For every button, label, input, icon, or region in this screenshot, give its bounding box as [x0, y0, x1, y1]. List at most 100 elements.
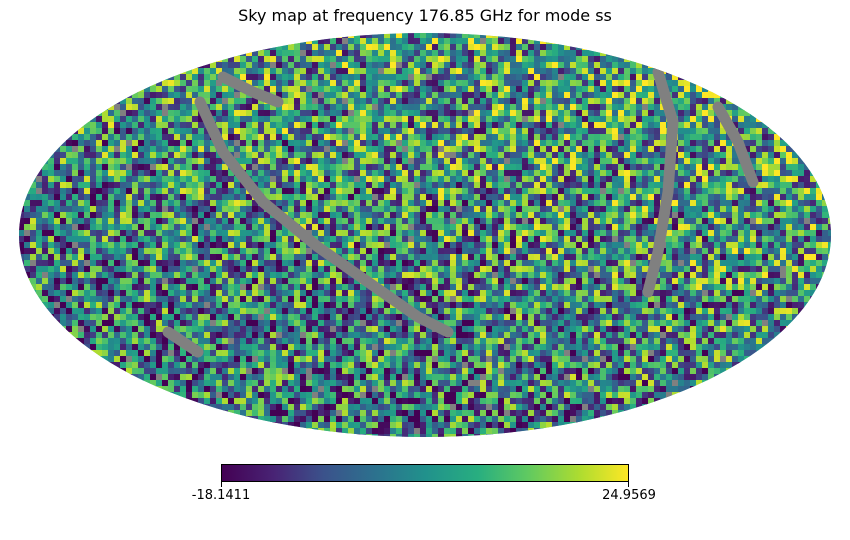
map-pixel	[306, 74, 313, 81]
map-pixel	[588, 98, 595, 105]
map-pixel	[150, 134, 157, 141]
map-pixel	[690, 74, 697, 81]
map-pixel	[654, 128, 661, 135]
map-pixel	[342, 272, 349, 279]
map-pixel	[474, 92, 481, 99]
map-pixel	[780, 146, 787, 153]
map-pixel	[426, 110, 433, 117]
map-pixel	[234, 248, 241, 255]
map-pixel	[714, 86, 721, 93]
map-pixel	[294, 122, 301, 129]
map-pixel	[504, 164, 511, 171]
map-pixel	[384, 158, 391, 165]
map-pixel	[456, 92, 463, 99]
map-pixel	[270, 218, 277, 225]
map-pixel	[492, 200, 499, 207]
map-pixel	[426, 122, 433, 129]
map-pixel	[120, 242, 127, 249]
map-pixel	[90, 116, 97, 123]
map-pixel	[192, 230, 199, 237]
map-pixel	[174, 92, 181, 99]
map-pixel	[462, 272, 469, 279]
map-pixel	[468, 98, 475, 105]
map-pixel	[594, 92, 601, 99]
map-pixel	[174, 242, 181, 249]
map-pixel	[696, 248, 703, 255]
map-pixel	[474, 272, 481, 279]
map-pixel	[342, 236, 349, 243]
map-pixel	[252, 98, 259, 105]
map-pixel	[288, 272, 295, 279]
map-pixel	[636, 248, 643, 255]
map-pixel	[222, 194, 229, 201]
map-pixel	[372, 206, 379, 213]
map-pixel	[72, 212, 79, 219]
map-pixel	[78, 218, 85, 225]
map-pixel	[624, 260, 631, 267]
map-pixel	[612, 182, 619, 189]
map-pixel	[276, 152, 283, 159]
map-pixel	[402, 56, 409, 63]
map-pixel	[264, 176, 271, 183]
map-pixel	[480, 146, 487, 153]
map-pixel	[324, 212, 331, 219]
map-pixel	[84, 170, 91, 177]
map-pixel	[162, 224, 169, 231]
map-pixel	[186, 110, 193, 117]
map-pixel	[324, 272, 331, 279]
map-pixel	[444, 218, 451, 225]
map-pixel	[750, 230, 757, 237]
map-pixel	[486, 33, 493, 39]
map-pixel	[438, 92, 445, 99]
map-pixel	[648, 146, 655, 153]
map-pixel	[468, 56, 475, 63]
map-pixel	[240, 248, 247, 255]
map-pixel	[744, 206, 751, 213]
map-pixel	[528, 254, 535, 261]
map-pixel	[264, 104, 271, 111]
map-pixel	[318, 230, 325, 237]
map-pixel	[588, 134, 595, 141]
map-pixel	[252, 110, 259, 117]
map-pixel	[366, 236, 373, 243]
map-pixel	[726, 218, 733, 225]
map-pixel	[90, 146, 97, 153]
map-pixel	[372, 68, 379, 75]
map-pixel	[294, 254, 301, 261]
map-pixel	[498, 62, 505, 69]
map-pixel	[678, 188, 685, 195]
map-pixel	[504, 272, 511, 279]
map-pixel	[528, 152, 535, 159]
map-pixel	[120, 182, 127, 189]
map-pixel	[816, 236, 823, 243]
map-pixel	[276, 260, 283, 267]
map-pixel	[360, 140, 367, 147]
map-pixel	[372, 38, 379, 45]
map-pixel	[768, 122, 775, 129]
map-pixel	[750, 212, 757, 219]
map-pixel	[648, 194, 655, 201]
map-pixel	[282, 158, 289, 165]
map-pixel	[420, 86, 427, 93]
map-pixel	[624, 218, 631, 225]
map-pixel	[300, 152, 307, 159]
map-pixel	[84, 176, 91, 183]
map-pixel	[132, 122, 139, 129]
map-pixel	[474, 128, 481, 135]
map-pixel	[336, 92, 343, 99]
map-pixel	[144, 176, 151, 183]
map-pixel	[252, 218, 259, 225]
map-pixel	[546, 38, 553, 45]
map-pixel	[222, 122, 229, 129]
map-pixel	[648, 218, 655, 225]
map-pixel	[360, 44, 367, 51]
map-pixel	[222, 116, 229, 123]
map-pixel	[666, 68, 673, 75]
map-pixel	[678, 170, 685, 177]
map-pixel	[744, 188, 751, 195]
map-pixel	[102, 140, 109, 147]
map-pixel	[42, 242, 49, 249]
map-pixel	[144, 278, 151, 285]
map-pixel	[744, 194, 751, 201]
map-pixel	[822, 242, 829, 249]
